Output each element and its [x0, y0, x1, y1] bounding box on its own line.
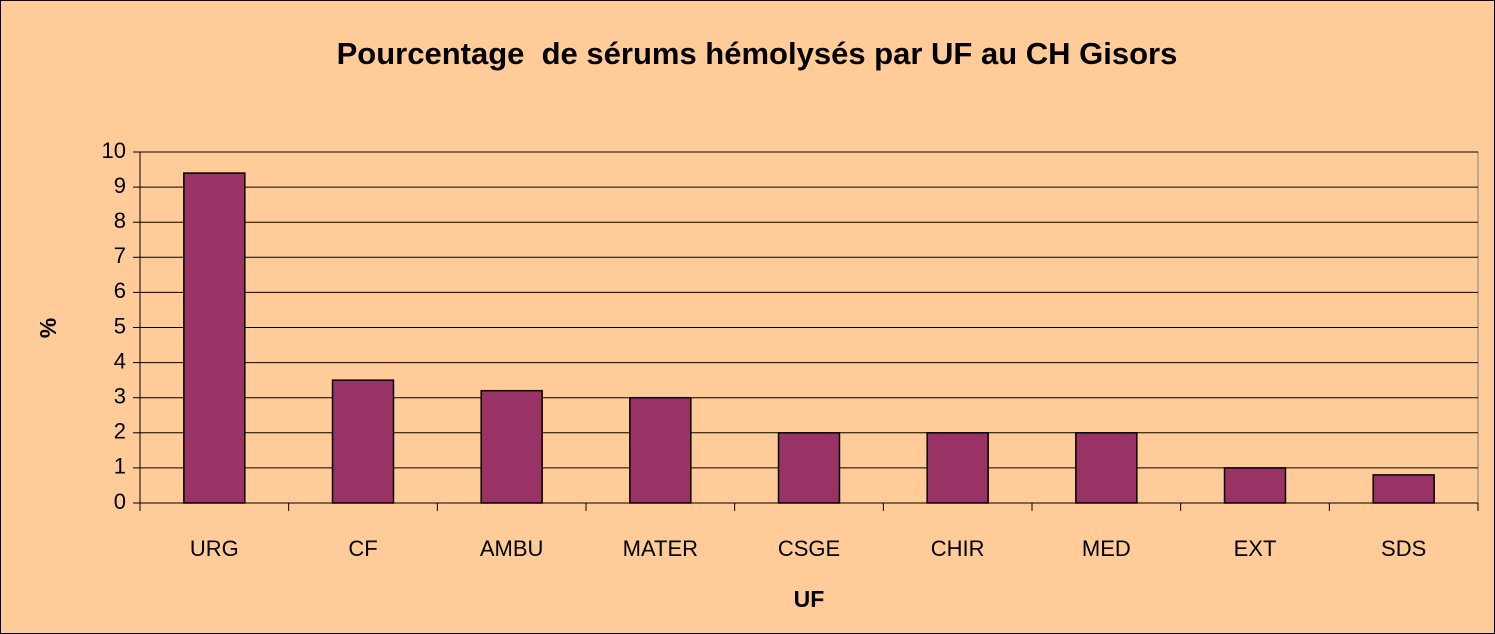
y-tick-label: 3: [114, 384, 126, 409]
y-axis-label: %: [35, 318, 61, 338]
x-tick-label: CF: [348, 536, 377, 561]
y-tick-label: 4: [114, 348, 126, 373]
chart-title: Pourcentage de sérums hémolysés par UF a…: [337, 36, 1178, 71]
y-tick-label: 2: [114, 419, 126, 444]
x-tick-label: CHIR: [931, 536, 985, 561]
x-tick-label: AMBU: [480, 536, 544, 561]
x-tick-label: EXT: [1234, 536, 1277, 561]
bar: [480, 389, 543, 504]
x-axis-label: UF: [794, 586, 825, 612]
bar: [331, 379, 395, 504]
y-tick-label: 9: [114, 173, 126, 198]
x-tick-label: URG: [190, 536, 239, 561]
x-tick-label: MATER: [623, 536, 698, 561]
x-tick-label: MED: [1082, 536, 1131, 561]
y-tick-label: 8: [114, 208, 126, 233]
y-tick-label: 10: [102, 138, 126, 163]
y-tick-label: 0: [114, 489, 126, 514]
bar: [1075, 432, 1138, 504]
x-tick-label: CSGE: [778, 536, 840, 561]
bar: [777, 432, 841, 504]
bar: [1372, 474, 1435, 504]
y-tick-label: 5: [114, 313, 126, 338]
bar: [629, 396, 692, 504]
bar: [926, 432, 989, 504]
y-tick-label: 6: [114, 278, 126, 303]
bar: [1223, 467, 1287, 504]
y-tick-label: 7: [114, 243, 126, 268]
x-tick-label: SDS: [1381, 536, 1426, 561]
bar: [183, 172, 246, 504]
y-tick-label: 1: [114, 454, 126, 479]
